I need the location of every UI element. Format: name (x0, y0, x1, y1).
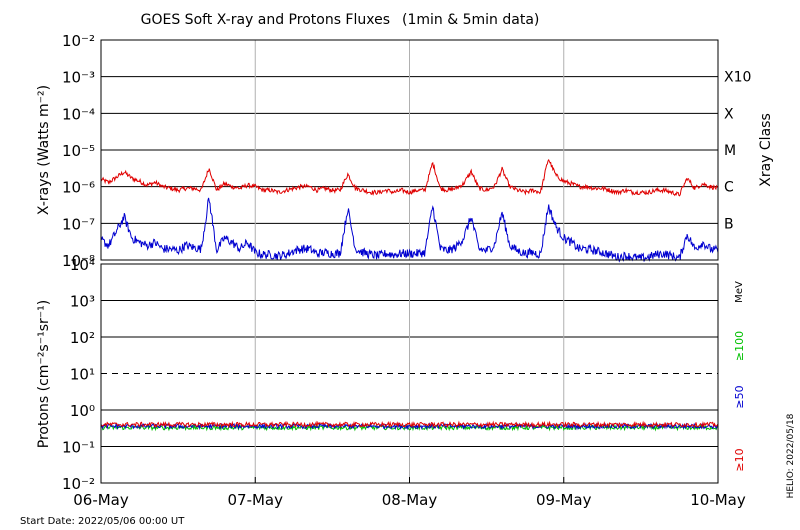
xray-y-tick-label: 10⁻² (62, 32, 95, 50)
xray-y-tick-label: 10⁻⁴ (62, 105, 95, 123)
xray-class-labels: X10 X M C B (724, 70, 751, 233)
chart-title: GOES Soft X-ray and Protons Fluxes (1min … (141, 12, 540, 28)
x-tick-label: 10-May (690, 491, 746, 509)
proton-series-line (100, 420, 719, 429)
proton-legend: ≥10 ≥50 ≥100 (733, 331, 746, 472)
xray-y-ticks: 10⁻² 10⁻³ 10⁻⁴ 10⁻⁵ 10⁻⁶ 10⁻⁷ 10⁻⁸ (62, 32, 95, 270)
proton-unit-label: MeV (734, 281, 745, 303)
proton-y-ticks: 10⁴ 10³ 10² 10¹ 10⁰ 10⁻¹ 10⁻² (62, 256, 95, 493)
xray-series-line (100, 197, 719, 263)
xray-class-label: X (724, 106, 734, 122)
xray-y-tick-label: 10⁻⁸ (62, 252, 95, 270)
xray-gridlines (101, 40, 718, 260)
proton-y-axis-label: Protons (cm⁻²s⁻¹sr⁻¹) (36, 300, 52, 449)
x-tick-label: 07-May (227, 491, 283, 509)
proton-y-tick-label: 10³ (70, 293, 95, 311)
x-tick-label: 08-May (382, 491, 438, 509)
helio-date-label: HELIO: 2022/05/18 (786, 413, 796, 498)
xray-plot-frame (100, 39, 719, 261)
xray-class-label: C (724, 180, 734, 196)
xray-y-tick-label: 10⁻⁵ (62, 142, 95, 160)
proton-y-tick-label: 10² (70, 329, 95, 347)
proton-series-line (100, 423, 719, 432)
xray-class-label: B (724, 216, 734, 232)
xray-class-axis-label: Xray Class (758, 113, 774, 187)
proton-y-tick-label: 10¹ (70, 366, 95, 384)
proton-series-group (100, 420, 719, 432)
xray-series-line (100, 158, 719, 197)
x-axis-ticks: 06-May 07-May 08-May 09-May 10-May (73, 477, 746, 509)
x-tick-label: 09-May (536, 491, 592, 509)
proton-y-tick-label: 10⁰ (70, 402, 95, 420)
proton-y-tick-label: 10⁻² (62, 475, 95, 493)
x-tick-label: 06-May (73, 491, 129, 509)
xray-series-group (100, 158, 719, 263)
xray-class-label: X10 (724, 70, 751, 86)
xray-y-tick-label: 10⁻⁷ (62, 215, 95, 233)
xray-class-label: M (724, 143, 736, 159)
proton-legend-entry: ≥10 (733, 448, 746, 471)
xray-y-tick-label: 10⁻³ (62, 69, 95, 87)
proton-legend-entry: ≥50 (733, 385, 746, 408)
proton-y-tick-label: 10⁴ (70, 256, 95, 274)
proton-legend-entry: ≥100 (733, 331, 746, 361)
proton-gridlines (101, 264, 718, 483)
start-date-label: Start Date: 2022/05/06 00:00 UT (20, 516, 185, 527)
xray-y-tick-label: 10⁻⁶ (62, 179, 95, 197)
proton-y-tick-label: 10⁻¹ (62, 439, 95, 457)
xray-y-axis-label: X-rays (Watts m⁻²) (36, 85, 52, 215)
